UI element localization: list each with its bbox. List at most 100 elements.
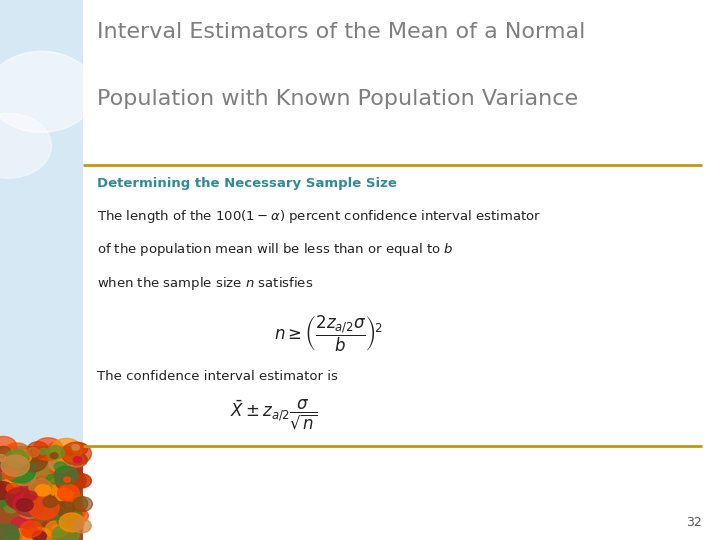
Circle shape [58,485,79,501]
Circle shape [0,449,17,462]
Circle shape [30,466,46,478]
Circle shape [0,483,14,494]
Circle shape [37,484,55,497]
Circle shape [20,521,42,537]
Circle shape [5,460,35,483]
Circle shape [4,524,18,535]
Circle shape [44,476,70,496]
Circle shape [73,457,81,463]
Circle shape [55,508,82,528]
Text: Population with Known Population Variance: Population with Known Population Varianc… [97,89,578,109]
Circle shape [50,453,58,458]
Circle shape [54,469,82,490]
Circle shape [0,436,17,457]
Circle shape [0,494,9,507]
Circle shape [0,51,95,132]
Circle shape [42,522,49,527]
Circle shape [66,509,79,519]
Circle shape [24,463,37,471]
Circle shape [4,443,31,463]
Circle shape [39,448,48,455]
Text: The length of the $100(1 - \alpha)$ percent confidence interval estimator: The length of the $100(1 - \alpha)$ perc… [97,208,541,225]
Circle shape [0,482,14,500]
Circle shape [48,476,77,498]
Circle shape [72,444,79,450]
Circle shape [68,455,85,467]
Circle shape [15,451,32,463]
Circle shape [69,453,87,467]
Circle shape [16,464,28,474]
Circle shape [12,492,20,498]
Circle shape [6,488,35,510]
Circle shape [0,457,19,471]
Circle shape [36,476,49,485]
Circle shape [47,446,64,459]
Circle shape [22,525,38,538]
Circle shape [49,443,57,449]
Circle shape [19,504,38,519]
Circle shape [40,498,46,503]
Circle shape [35,484,50,496]
Circle shape [73,497,92,511]
Circle shape [61,495,81,510]
Circle shape [24,491,37,501]
Circle shape [0,460,15,472]
Text: Determining the Necessary Sample Size: Determining the Necessary Sample Size [97,177,397,190]
Circle shape [8,497,20,507]
Circle shape [65,495,88,512]
FancyBboxPatch shape [0,0,83,540]
Circle shape [17,495,45,517]
Circle shape [63,449,70,454]
Circle shape [25,518,34,525]
Circle shape [16,461,35,476]
Circle shape [40,533,48,539]
Circle shape [52,495,63,503]
Circle shape [0,447,11,458]
Circle shape [6,483,19,494]
Circle shape [45,455,68,471]
Circle shape [52,486,63,494]
Circle shape [65,521,83,534]
Circle shape [12,461,19,467]
Circle shape [32,531,47,540]
Circle shape [69,509,89,523]
Circle shape [33,438,63,461]
Circle shape [27,442,49,458]
Circle shape [30,490,37,495]
Circle shape [8,487,38,509]
Circle shape [23,529,46,540]
Circle shape [43,496,58,508]
Circle shape [23,528,55,540]
Circle shape [1,455,30,476]
Circle shape [57,494,78,510]
Text: $n \geq \left(\dfrac{2z_{a/2}\sigma}{b}\right)^{\!2}$: $n \geq \left(\dfrac{2z_{a/2}\sigma}{b}\… [274,313,383,354]
Circle shape [0,524,19,540]
Circle shape [55,501,75,516]
Circle shape [50,467,59,473]
Circle shape [53,450,75,466]
Circle shape [49,455,73,472]
Text: Interval Estimators of the Mean of a Normal: Interval Estimators of the Mean of a Nor… [97,22,585,42]
Circle shape [4,502,19,513]
Circle shape [14,474,24,481]
Circle shape [29,497,59,519]
Circle shape [46,474,59,484]
Circle shape [0,113,52,178]
Circle shape [67,450,78,458]
Circle shape [0,474,6,480]
Circle shape [58,482,71,492]
Circle shape [23,492,36,501]
Circle shape [73,474,91,488]
Circle shape [27,448,39,457]
Circle shape [28,466,55,486]
Circle shape [47,528,62,539]
Circle shape [55,488,73,502]
Circle shape [63,504,85,520]
Circle shape [14,492,45,516]
Circle shape [28,463,58,485]
Circle shape [64,477,71,482]
Circle shape [17,498,33,511]
Circle shape [73,519,91,533]
Circle shape [42,447,63,463]
Circle shape [5,450,29,468]
